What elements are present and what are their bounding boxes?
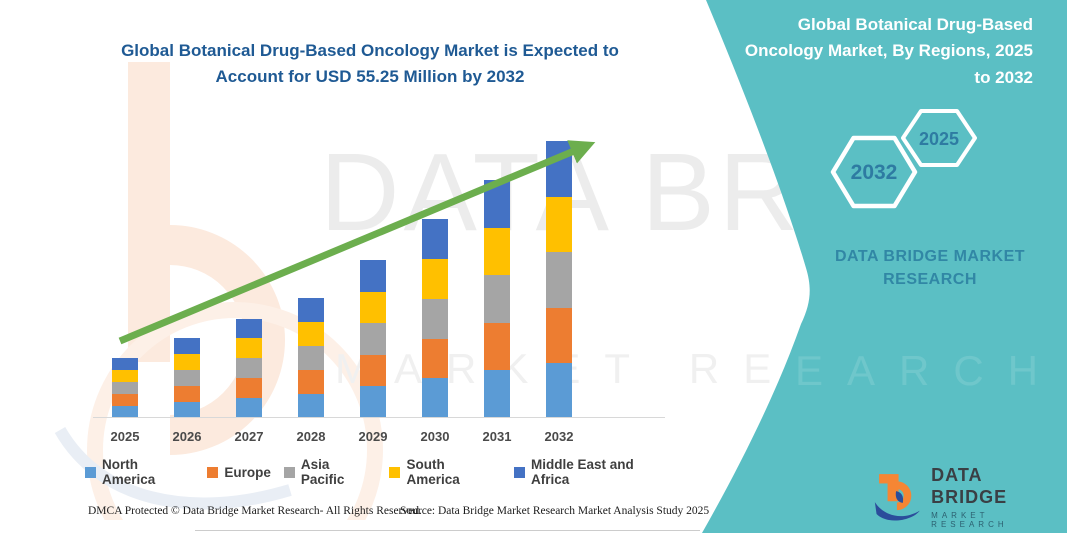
page-title-line1: Global Botanical Drug-Based Oncology Mar…: [121, 41, 619, 60]
footer-source-text: Source: Data Bridge Market Research Mark…: [400, 505, 710, 517]
legend-label: Middle East and Africa: [531, 457, 634, 487]
bar-segment-north-america: [112, 405, 138, 418]
legend-swatch: [283, 466, 295, 478]
x-axis-label-2027: 2027: [234, 429, 264, 444]
legend-label: South America: [406, 457, 460, 487]
brand-tagline: MARKET RESEARCH: [931, 510, 1008, 529]
x-axis-label-2030: 2030: [420, 429, 450, 444]
bar-segment-asia-pacific: [236, 358, 262, 378]
legend-swatch: [85, 466, 96, 478]
brand-name: DATA BRIDGE: [931, 465, 1008, 507]
page-title-line2: Account for USD 55.25 Million by 2032: [215, 66, 525, 86]
legend-item-north-america: North America: [85, 457, 194, 487]
bar-segment-north-america: [422, 378, 448, 418]
brand-b-icon: [874, 474, 920, 521]
brand-text: DATA BRIDGE MARKET RESEARCH: [931, 465, 1054, 528]
bar-segment-middle-east-and-africa: [112, 357, 138, 370]
x-axis-label-2026: 2026: [172, 429, 202, 444]
legend-item-middle-east-and-africa: Middle East and Africa: [514, 457, 675, 487]
legend-item-asia-pacific: Asia Pacific: [283, 457, 377, 487]
bar-segment-europe: [422, 338, 448, 379]
bar-segment-europe: [298, 370, 324, 394]
hexagon-2025-label: 2025: [919, 129, 959, 149]
legend-item-europe: Europe: [207, 465, 271, 480]
legend-item-south-america: South America: [389, 457, 501, 487]
x-axis-label-2029: 2029: [358, 429, 388, 444]
x-axis-line: [93, 417, 665, 418]
footer-divider: [195, 530, 700, 531]
bar-segment-asia-pacific: [298, 346, 324, 370]
bar-segment-north-america: [298, 394, 324, 418]
hexagon-badges: 2025 2032: [830, 109, 977, 209]
bar-segment-europe: [112, 393, 138, 406]
hexagon-2032-badge: 2032: [830, 135, 918, 209]
legend-swatch: [514, 466, 526, 478]
legend-label: Asia Pacific: [300, 457, 345, 487]
legend-label: North America: [101, 457, 156, 487]
page-title: Global Botanical Drug-Based Oncology Mar…: [95, 38, 645, 89]
panel-brand-caption: DATA BRIDGE MARKET RESEARCH: [834, 248, 1026, 289]
brand-logo: DATA BRIDGE MARKET RESEARCH: [874, 465, 1054, 529]
hexagon-2032-label: 2032: [851, 161, 898, 184]
legend: North America Europe Asia Pacific South Ame…: [85, 457, 675, 487]
x-axis-label-2028: 2028: [296, 429, 326, 444]
hexagon-2025-badge: 2025: [901, 109, 977, 167]
watermark-teal-fragment: EARCH: [795, 347, 1063, 394]
footer-dmca-text: DMCA Protected © Data Bridge Market Rese…: [88, 505, 422, 517]
legend-swatch: [389, 466, 401, 478]
x-axis-label-2031: 2031: [482, 429, 512, 444]
bar-segment-europe: [236, 378, 262, 398]
bar-segment-europe: [174, 386, 200, 402]
bar-segment-north-america: [174, 402, 200, 418]
legend-swatch: [207, 466, 219, 478]
bar-segment-south-america: [112, 369, 138, 382]
x-axis-label-2032: 2032: [544, 429, 574, 444]
bar-segment-north-america: [360, 386, 386, 418]
bar-segment-europe: [360, 354, 386, 387]
bar-segment-north-america: [546, 362, 572, 418]
panel-title-line2: Oncology Market, By Regions, 2025: [744, 41, 1033, 61]
bar-2025: [112, 357, 138, 418]
bar-segment-south-america: [174, 354, 200, 370]
bar-segment-north-america: [484, 370, 510, 418]
bar-segment-asia-pacific: [112, 381, 138, 394]
x-axis-label-2025: 2025: [110, 429, 140, 444]
bar-segment-asia-pacific: [174, 370, 200, 386]
panel-title-line3: to 2032: [974, 67, 1033, 87]
legend-label: Europe: [224, 464, 271, 480]
panel-title: Global Botanical Drug-Based Oncology Mar…: [703, 12, 1033, 91]
panel-title-line1: Global Botanical Drug-Based: [797, 15, 1033, 34]
bar-segment-north-america: [236, 398, 262, 418]
